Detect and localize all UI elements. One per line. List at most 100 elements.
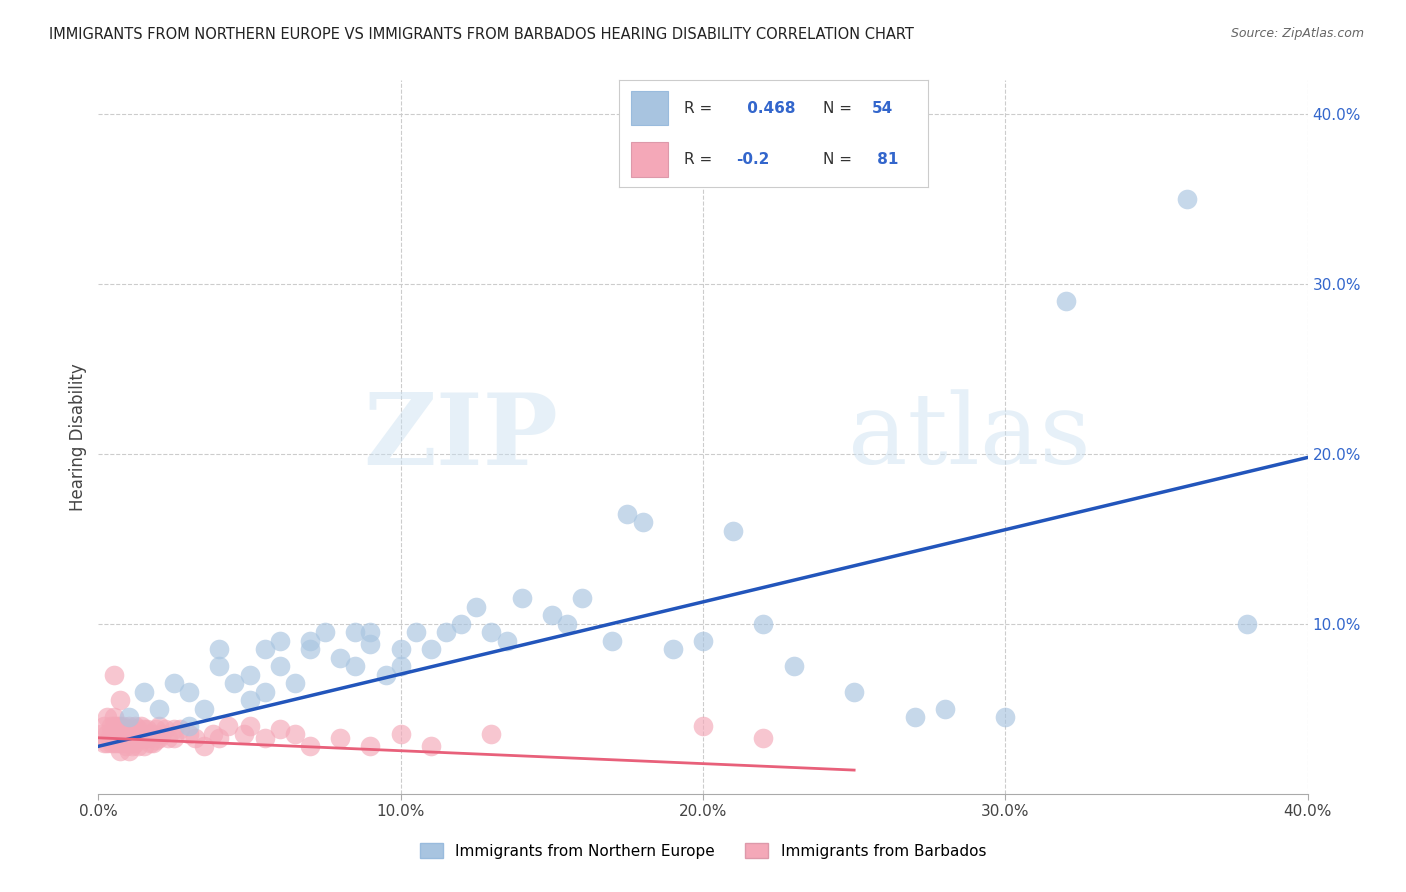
Point [193, 739, 215, 754]
Point [121, 739, 143, 754]
Point [96, 710, 118, 724]
Point [118, 719, 141, 733]
Point [93, 719, 115, 733]
Point [239, 719, 262, 733]
Point [616, 507, 638, 521]
Point [202, 727, 225, 741]
Point [555, 617, 578, 632]
Point [465, 599, 488, 614]
Point [100, 736, 122, 750]
Point [540, 608, 562, 623]
Point [844, 685, 866, 699]
Point [105, 736, 128, 750]
Text: IMMIGRANTS FROM NORTHERN EUROPE VS IMMIGRANTS FROM BARBADOS HEARING DISABILITY C: IMMIGRANTS FROM NORTHERN EUROPE VS IMMIG… [49, 27, 914, 42]
Point [344, 659, 367, 673]
Point [217, 719, 239, 733]
Point [103, 736, 125, 750]
Point [299, 642, 322, 657]
Point [420, 739, 443, 754]
Point [103, 727, 125, 741]
Point [145, 732, 167, 747]
Point [96, 727, 118, 741]
Point [434, 625, 457, 640]
Point [148, 731, 170, 745]
Point [253, 642, 276, 657]
Point [481, 727, 503, 741]
Point [389, 642, 412, 657]
Point [108, 719, 131, 733]
Point [145, 723, 167, 737]
Point [118, 736, 141, 750]
Point [93, 736, 115, 750]
Point [169, 723, 191, 737]
Point [100, 719, 122, 733]
Point [118, 727, 141, 741]
Point [114, 723, 136, 737]
Point [179, 685, 201, 699]
Point [153, 723, 176, 737]
Point [284, 676, 307, 690]
Point [253, 731, 276, 745]
Text: R =: R = [683, 152, 711, 167]
Point [103, 719, 125, 733]
Point [111, 736, 134, 750]
Point [360, 637, 382, 651]
Point [148, 719, 170, 733]
Point [344, 625, 367, 640]
Point [510, 591, 533, 606]
Point [723, 524, 745, 538]
Point [193, 702, 215, 716]
Point [108, 727, 131, 741]
Point [269, 634, 291, 648]
Text: N =: N = [823, 152, 852, 167]
Point [129, 731, 152, 745]
Point [156, 731, 179, 745]
Point [139, 727, 162, 741]
Point [405, 625, 427, 640]
Point [692, 634, 714, 648]
Point [994, 710, 1017, 724]
Point [111, 719, 134, 733]
Point [208, 642, 231, 657]
Point [163, 731, 186, 745]
Point [142, 736, 165, 750]
Point [269, 659, 291, 673]
Point [360, 625, 382, 640]
Point [132, 723, 155, 737]
Point [105, 727, 128, 741]
Point [135, 723, 157, 737]
Point [329, 651, 352, 665]
Point [571, 591, 593, 606]
Point [121, 723, 143, 737]
Point [108, 693, 131, 707]
Point [124, 719, 146, 733]
Point [127, 723, 149, 737]
Point [108, 736, 131, 750]
Point [111, 727, 134, 741]
Point [420, 642, 443, 657]
Point [132, 685, 155, 699]
Point [1175, 192, 1198, 206]
Point [127, 739, 149, 754]
Point [114, 731, 136, 745]
Text: -0.2: -0.2 [737, 152, 769, 167]
Text: 81: 81 [872, 152, 898, 167]
Point [184, 731, 207, 745]
Text: ZIP: ZIP [363, 389, 558, 485]
Point [142, 727, 165, 741]
Point [692, 719, 714, 733]
Point [208, 659, 231, 673]
Point [127, 731, 149, 745]
Point [150, 727, 173, 741]
Point [1236, 617, 1258, 632]
Point [148, 702, 170, 716]
Point [360, 739, 382, 754]
Point [232, 727, 254, 741]
Point [239, 693, 262, 707]
Point [329, 731, 352, 745]
Legend: Immigrants from Northern Europe, Immigrants from Barbados: Immigrants from Northern Europe, Immigra… [413, 837, 993, 864]
Point [139, 736, 162, 750]
Text: N =: N = [823, 101, 852, 116]
Y-axis label: Hearing Disability: Hearing Disability [69, 363, 87, 511]
Point [314, 625, 336, 640]
